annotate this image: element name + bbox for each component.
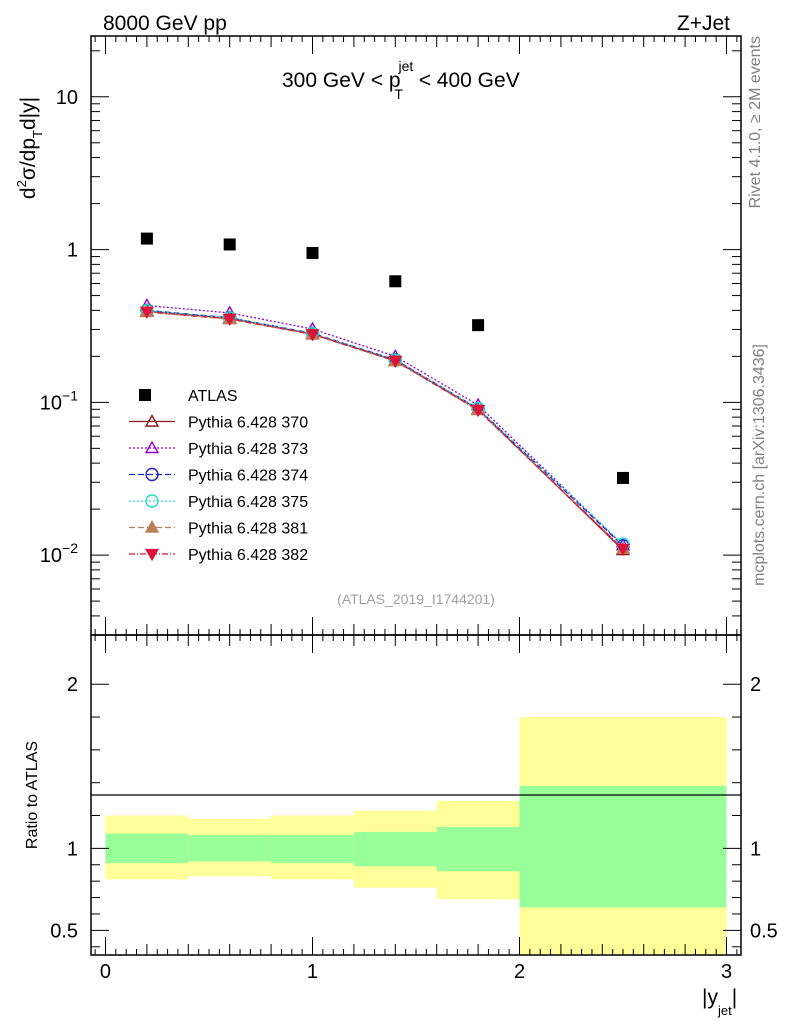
atlas-data-point (140, 232, 153, 245)
x-axis-label: |yjet| (702, 986, 737, 1018)
triangle-down-marker (388, 355, 403, 369)
rivet-label: Rivet 4.1.0, ≥ 2M events (747, 36, 764, 208)
stat-uncertainty-band (105, 833, 189, 864)
xlabel-base: |y (702, 986, 718, 1009)
triangle-marker (144, 520, 160, 533)
header-right: Z+Jet (677, 12, 730, 35)
ratio-y-tick-label-right: 0.5 (750, 920, 778, 942)
legend-entry: Pythia 6.428 373 (129, 440, 308, 458)
series-line (146, 309, 624, 547)
mcplots-label: mcplots.cern.ch [arXiv:1306.3436] (751, 344, 768, 586)
legend-label: Pythia 6.428 373 (188, 441, 308, 458)
circle-marker (145, 467, 159, 482)
x-axis: 0 1 2 3 (94, 36, 738, 983)
atlas-data-point (306, 246, 319, 259)
series-line (146, 311, 624, 550)
analysis-tag: (ATLAS_2019_I1744201) (337, 591, 495, 607)
ratio-y-label: Ratio to ATLAS (24, 741, 41, 849)
legend-atlas-marker (139, 389, 151, 401)
x-tick-label: 1 (307, 961, 318, 983)
legend-label: Pythia 6.428 382 (188, 547, 308, 564)
legend-label: Pythia 6.428 370 (188, 415, 308, 432)
header-left: 8000 GeV pp (103, 12, 227, 35)
atlas-data-group (140, 232, 630, 484)
y-tick-label: 10−1 (40, 387, 78, 414)
stat-uncertainty-band (353, 831, 437, 867)
legend-label: Pythia 6.428 375 (188, 494, 308, 511)
legend: ATLAS Pythia 6.428 370 Pythia 6.428 373 Pyt… (129, 388, 308, 564)
legend-label: Pythia 6.428 381 (188, 521, 308, 538)
title-tail: < 400 GeV (413, 69, 520, 92)
legend-label: Pythia 6.428 374 (188, 468, 308, 485)
y-tick-label: 10 (56, 87, 78, 109)
title-main: 300 GeV < p (282, 69, 401, 92)
legend-entry: Pythia 6.428 375 (129, 494, 308, 511)
atlas-data-point (472, 319, 485, 332)
series-line (146, 310, 624, 545)
series-line (146, 304, 624, 546)
main-y-label: d2σ/dpTd|y| (14, 97, 45, 199)
y-tick-exponent: −2 (62, 540, 78, 556)
xlabel-sub: jet (717, 1003, 732, 1018)
ratio-y-axis: 0.5 0.5 1 1 2 2 (50, 674, 778, 948)
stat-uncertainty-band (188, 835, 272, 862)
y-tick-exponent: −1 (62, 387, 78, 403)
ylabel-sub: T (30, 130, 45, 138)
x-tick-label: 2 (514, 961, 525, 983)
stat-uncertainty-band (519, 785, 727, 908)
ratio-y-tick-label-left: 1 (67, 838, 78, 860)
triangle-down-marker (471, 404, 486, 418)
triangle-down-marker (139, 306, 154, 319)
atlas-data-point (389, 275, 402, 288)
ylabel-base: d (17, 187, 40, 199)
y-tick-label: 10−2 (40, 540, 78, 567)
y-tick-label: 1 (67, 240, 78, 262)
stat-uncertainty-band (271, 835, 354, 864)
ratio-y-tick-label-left: 0.5 (50, 920, 78, 942)
ylabel-tail: d|y| (17, 97, 40, 130)
triangle-down-marker (305, 329, 320, 342)
legend-entry: Pythia 6.428 370 (129, 414, 308, 432)
main-title: 300 GeV < pjet T < 400 GeV (282, 58, 520, 102)
title-sup: jet (398, 58, 414, 74)
legend-entry: Pythia 6.428 374 (129, 468, 308, 485)
ylabel-pow: 2 (14, 180, 29, 187)
ylabel-mid: σ/dp (17, 138, 40, 180)
title-sub: T (394, 86, 403, 102)
atlas-data-point (617, 471, 630, 484)
triangle-down-marker (144, 548, 160, 562)
mc-series-group (139, 298, 631, 557)
ratio-y-tick-label-left: 2 (67, 674, 78, 696)
ratio-y-tick-label-right: 2 (750, 674, 761, 696)
triangle-down-marker (615, 543, 631, 557)
ratio-bands (105, 717, 727, 955)
ratio-y-tick-label-right: 1 (750, 838, 761, 860)
atlas-data-point (223, 238, 236, 251)
y-tick-base: 10 (40, 392, 62, 414)
stat-uncertainty-band (436, 827, 520, 872)
legend-entry: Pythia 6.428 381 (129, 520, 308, 538)
legend-entry: Pythia 6.428 382 (129, 547, 308, 564)
x-tick-label: 3 (721, 961, 732, 983)
circle-marker (145, 494, 159, 508)
y-tick-base: 10 (40, 545, 62, 567)
triangle-down-marker (222, 313, 237, 327)
triangle-marker (144, 414, 160, 427)
xlabel-tail: | (732, 986, 737, 1009)
legend-atlas-label: ATLAS (188, 388, 238, 405)
x-tick-label: 0 (100, 961, 111, 983)
triangle-marker (144, 440, 160, 454)
main-plot-frame (90, 35, 742, 636)
legend-entry-atlas: ATLAS (139, 388, 238, 405)
